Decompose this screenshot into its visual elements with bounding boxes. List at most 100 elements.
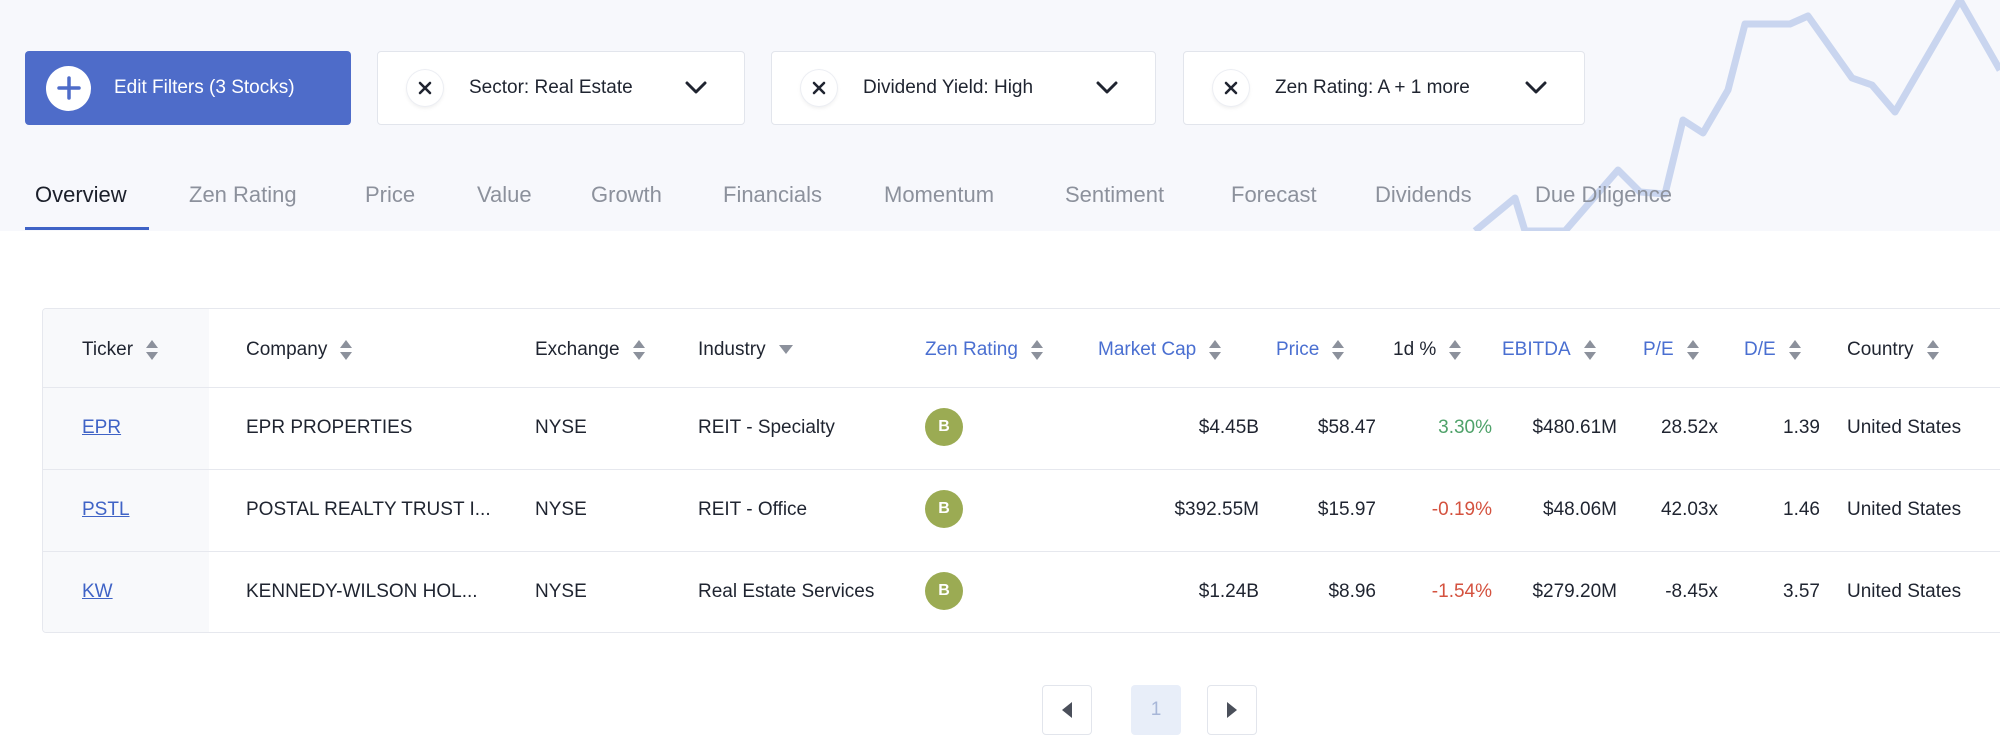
industry-cell: Real Estate Services — [698, 581, 875, 602]
ebitda-cell: $48.06M — [1543, 499, 1617, 520]
company-cell: POSTAL REALTY TRUST I... — [246, 499, 491, 520]
pe-cell: -8.45x — [1665, 581, 1718, 602]
column-header-label: Ticker — [82, 339, 134, 360]
filter-chip-sector[interactable]: Sector: Real Estate — [377, 51, 745, 125]
sort-icon — [1583, 340, 1596, 360]
column-header-company[interactable]: Company — [246, 339, 353, 361]
ebitda-cell: $279.20M — [1532, 581, 1617, 602]
row-divider — [43, 551, 2000, 552]
column-header-label: 1d % — [1393, 339, 1437, 360]
column-header-label: D/E — [1744, 339, 1776, 360]
tab-dividends[interactable]: Dividends — [1375, 182, 1472, 207]
filter-chip-label: Zen Rating: A + 1 more — [1275, 77, 1470, 98]
sort-icon — [1030, 340, 1043, 360]
tab-growth[interactable]: Growth — [591, 182, 662, 207]
tab-sentiment[interactable]: Sentiment — [1065, 182, 1165, 207]
sort-desc-icon — [778, 345, 793, 354]
column-header-ebitda[interactable]: EBITDA — [1502, 339, 1597, 361]
exchange-cell: NYSE — [535, 581, 587, 602]
industry-cell: REIT - Office — [698, 499, 808, 520]
pe-cell: 28.52x — [1660, 417, 1718, 438]
row-divider — [43, 387, 2000, 388]
column-header-label: Price — [1276, 339, 1320, 360]
next-page-button[interactable] — [1207, 685, 1257, 735]
column-header-label: EBITDA — [1502, 339, 1571, 360]
tab-financials[interactable]: Financials — [723, 182, 823, 207]
tab-price[interactable]: Price — [365, 182, 416, 207]
column-header-label: P/E — [1643, 339, 1674, 360]
filter-chip-label: Sector: Real Estate — [469, 77, 633, 98]
active-tab-indicator — [25, 227, 149, 230]
column-header-market-cap[interactable]: Market Cap — [1098, 339, 1222, 361]
column-header-price[interactable]: Price — [1276, 339, 1345, 361]
edit-filters-label: Edit Filters (3 Stocks) — [114, 77, 295, 98]
company-cell: EPR PROPERTIES — [246, 417, 413, 438]
industry-cell: REIT - Specialty — [698, 417, 835, 438]
zen-rating-badge[interactable]: B — [925, 490, 963, 528]
column-header-label: Industry — [698, 339, 766, 360]
column-header-label: Market Cap — [1098, 339, 1197, 360]
column-header-pe[interactable]: P/E — [1643, 339, 1700, 361]
sort-icon — [1788, 340, 1801, 360]
column-header-label: Company — [246, 339, 328, 360]
country-cell: United States — [1847, 417, 1962, 438]
pe-cell: 42.03x — [1660, 499, 1718, 520]
filter-chip-zen-rating[interactable]: Zen Rating: A + 1 more — [1183, 51, 1585, 125]
tab-overview[interactable]: Overview — [35, 182, 127, 207]
ticker-link[interactable]: PSTL — [82, 499, 130, 520]
sort-icon — [1926, 340, 1939, 360]
change-cell: -0.19% — [1431, 499, 1492, 520]
price-cell: $58.47 — [1317, 417, 1376, 438]
remove-filter-icon[interactable] — [1213, 70, 1249, 106]
price-cell: $8.96 — [1328, 581, 1376, 602]
zen-rating-badge[interactable]: B — [925, 408, 963, 446]
prev-page-button[interactable] — [1042, 685, 1092, 735]
change-cell: -1.54% — [1431, 581, 1492, 602]
ticker-link[interactable]: KW — [82, 581, 113, 602]
de-cell: 1.39 — [1783, 417, 1820, 438]
price-cell: $15.97 — [1317, 499, 1376, 520]
page-number-button[interactable]: 1 — [1131, 685, 1181, 735]
market-cap-cell: $392.55M — [1174, 499, 1259, 520]
column-header-exchange[interactable]: Exchange — [535, 339, 646, 361]
chevron-down-icon — [1525, 81, 1547, 94]
chevron-down-icon — [1096, 81, 1118, 94]
edit-filters-button[interactable]: Edit Filters (3 Stocks) — [25, 51, 351, 125]
country-cell: United States — [1847, 499, 1962, 520]
tab-due-diligence[interactable]: Due Diligence — [1535, 182, 1672, 207]
market-cap-cell: $1.24B — [1198, 581, 1259, 602]
row-divider — [43, 469, 2000, 470]
sort-icon — [1686, 340, 1699, 360]
column-header-zen-rating[interactable]: Zen Rating — [925, 339, 1044, 361]
tab-forecast[interactable]: Forecast — [1231, 182, 1317, 207]
zen-rating-badge[interactable]: B — [925, 572, 963, 610]
chevron-down-icon — [685, 81, 707, 94]
ticker-column-background — [43, 309, 209, 632]
exchange-cell: NYSE — [535, 417, 587, 438]
column-header-ticker[interactable]: Ticker — [82, 339, 159, 361]
tab-momentum[interactable]: Momentum — [884, 182, 995, 207]
sort-icon — [146, 340, 159, 360]
sort-icon — [1332, 340, 1345, 360]
change-cell: 3.30% — [1438, 417, 1492, 438]
column-header-country[interactable]: Country — [1847, 339, 1940, 361]
remove-filter-icon[interactable] — [801, 70, 837, 106]
column-header-label: Exchange — [535, 339, 620, 360]
filter-chip-label: Dividend Yield: High — [863, 77, 1034, 98]
remove-filter-icon[interactable] — [407, 70, 443, 106]
column-header-de[interactable]: D/E — [1744, 339, 1802, 361]
country-cell: United States — [1847, 581, 1962, 602]
stocks-table: Ticker Company Exchange Industry Zen Rat… — [42, 308, 2000, 633]
column-header-industry[interactable]: Industry — [698, 339, 794, 361]
exchange-cell: NYSE — [535, 499, 587, 520]
chevron-left-icon — [1062, 702, 1072, 718]
filter-chip-dividend-yield[interactable]: Dividend Yield: High — [771, 51, 1156, 125]
ticker-link[interactable]: EPR — [82, 417, 122, 438]
tab-value[interactable]: Value — [477, 182, 532, 207]
column-header-label: Zen Rating — [925, 339, 1018, 360]
sort-icon — [1209, 340, 1222, 360]
column-header-1d-change[interactable]: 1d % — [1393, 339, 1462, 361]
tab-zen-rating[interactable]: Zen Rating — [189, 182, 297, 207]
de-cell: 3.57 — [1783, 581, 1820, 602]
market-cap-cell: $4.45B — [1198, 417, 1259, 438]
